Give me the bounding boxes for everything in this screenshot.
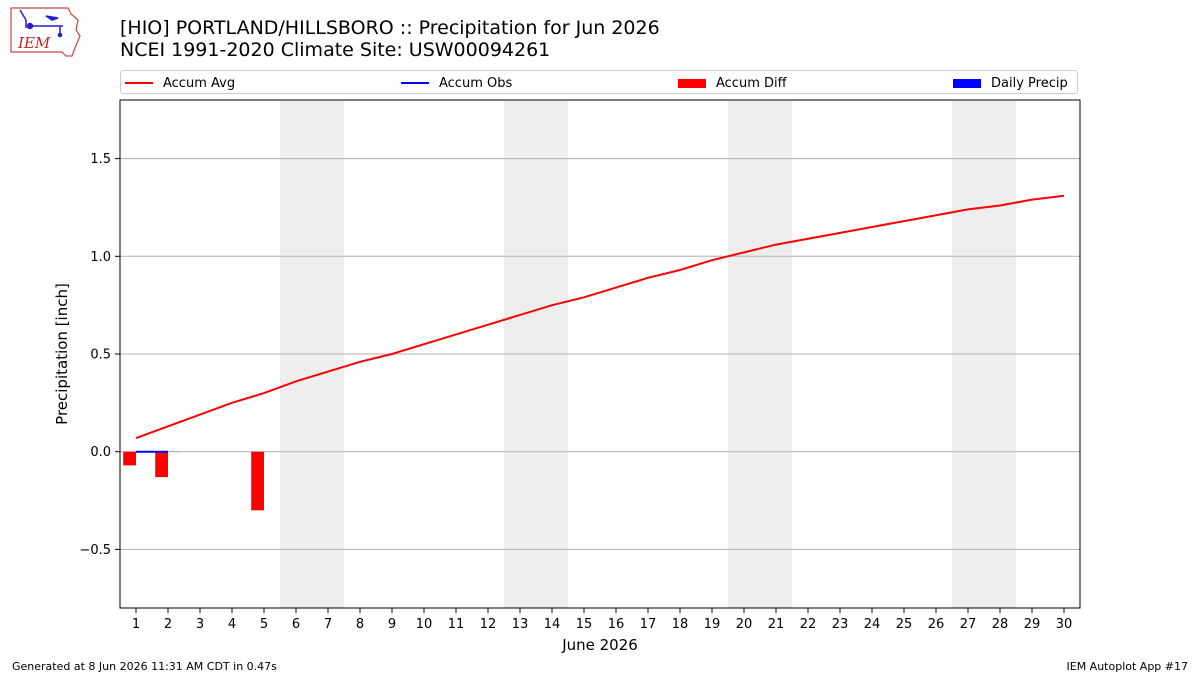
chart-subtitle: NCEI 1991-2020 Climate Site: USW00094261 xyxy=(120,39,551,61)
legend-item-daily-precip: Daily Precip xyxy=(953,74,1068,92)
x-tick-label: 4 xyxy=(228,617,236,632)
x-tick-label: 10 xyxy=(416,617,433,632)
x-tick-label: 23 xyxy=(832,617,849,632)
legend-label-accum-obs: Accum Obs xyxy=(439,75,513,91)
x-tick-label: 6 xyxy=(292,617,300,632)
footer-app-text: IEM Autoplot App #17 xyxy=(1066,660,1189,673)
x-tick-label: 30 xyxy=(1056,617,1073,632)
x-tick-label: 17 xyxy=(640,617,657,632)
x-axis-label: June 2026 xyxy=(561,636,638,654)
gridlines-group xyxy=(120,158,1080,550)
legend-item-accum-avg: Accum Avg xyxy=(125,74,235,92)
legend-label-accum-diff: Accum Diff xyxy=(716,75,787,91)
iem-logo: IEM xyxy=(10,7,81,57)
axes-group: −0.50.00.51.01.51 2 3 4 5 6 7 8 9 10 11 12 13 14 15 16 1… xyxy=(79,152,1072,632)
accum-diff-bar xyxy=(123,451,136,466)
x-tick-label: 1 xyxy=(132,617,140,632)
x-tick-label: 27 xyxy=(960,617,977,632)
x-tick-label: 24 xyxy=(864,617,881,632)
x-tick-label: 14 xyxy=(544,617,561,632)
legend-label-accum-avg: Accum Avg xyxy=(163,75,236,91)
accum-diff-bar xyxy=(251,451,264,511)
x-tick-label: 28 xyxy=(992,617,1009,632)
accum-diff-bar xyxy=(155,451,168,478)
legend-swatch-accum-obs xyxy=(401,82,429,84)
y-tick-label: 0.5 xyxy=(90,348,111,363)
x-tick-label: 3 xyxy=(196,617,204,632)
x-tick-label: 15 xyxy=(576,617,593,632)
x-tick-label: 5 xyxy=(260,617,268,632)
legend-swatch-accum-diff xyxy=(678,78,706,88)
accum-avg-line xyxy=(135,194,1065,439)
chart-legend: Accum Avg Accum Obs Accum Diff Daily Pre… xyxy=(120,70,1078,94)
y-tick-label: 1.0 xyxy=(90,250,111,265)
x-tick-label: 2 xyxy=(164,617,172,632)
iowa-outline xyxy=(10,7,81,57)
x-tick-label: 18 xyxy=(672,617,689,632)
x-tick-label: 11 xyxy=(448,617,465,632)
x-tick-label: 25 xyxy=(896,617,913,632)
y-axis-label: Precipitation [inch] xyxy=(53,283,71,425)
y-tick-label: 0.0 xyxy=(90,445,111,460)
x-tick-label: 21 xyxy=(768,617,785,632)
legend-label-daily-precip: Daily Precip xyxy=(991,75,1068,91)
x-tick-label: 8 xyxy=(356,617,364,632)
x-tick-label: 22 xyxy=(800,617,817,632)
weather-station-icon xyxy=(19,9,63,38)
x-tick-label: 9 xyxy=(388,617,396,632)
x-tick-label: 13 xyxy=(512,617,529,632)
x-tick-label: 20 xyxy=(736,617,753,632)
x-tick-label: 19 xyxy=(704,617,721,632)
x-tick-label: 26 xyxy=(928,617,945,632)
legend-item-accum-obs: Accum Obs xyxy=(401,74,512,92)
y-tick-label: 1.5 xyxy=(90,152,111,167)
footer-generated-text: Generated at 8 Jun 2026 11:31 AM CDT in … xyxy=(12,660,277,673)
legend-swatch-daily-precip xyxy=(953,78,981,88)
legend-swatch-accum-avg xyxy=(125,82,153,84)
y-tick-label: −0.5 xyxy=(79,543,111,558)
logo-text: IEM xyxy=(17,34,51,52)
legend-item-accum-diff: Accum Diff xyxy=(678,74,787,92)
x-tick-label: 16 xyxy=(608,617,625,632)
x-tick-label: 12 xyxy=(480,617,497,632)
bars-group xyxy=(123,451,264,511)
lines-group xyxy=(135,194,1065,453)
chart-title: [HIO] PORTLAND/HILLSBORO :: Precipitatio… xyxy=(120,17,660,39)
x-tick-label: 7 xyxy=(324,617,332,632)
x-tick-label: 29 xyxy=(1024,617,1041,632)
